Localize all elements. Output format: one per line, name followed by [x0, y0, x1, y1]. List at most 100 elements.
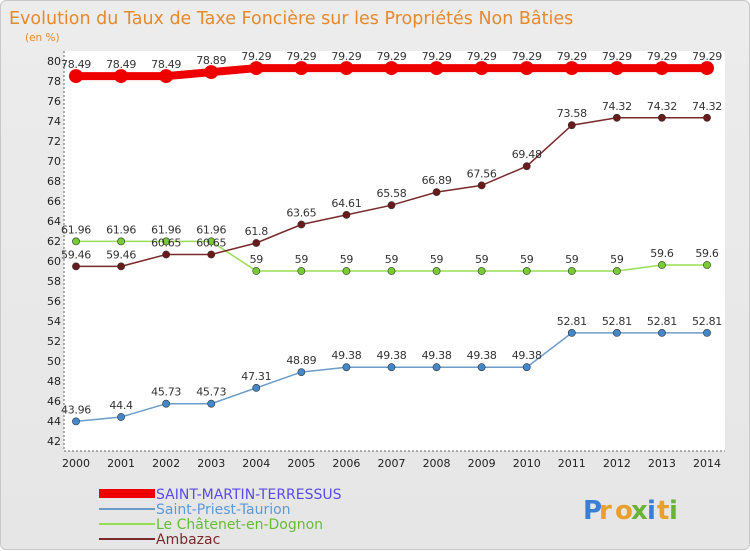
- data-label: 79.29: [241, 50, 271, 63]
- data-point: [703, 113, 711, 122]
- y-tick-label: 80: [47, 55, 61, 68]
- y-tick-label: 78: [47, 75, 61, 88]
- data-point: [69, 69, 83, 84]
- data-label: 61.96: [151, 223, 181, 236]
- data-label: 78.49: [106, 58, 136, 71]
- data-point: [207, 237, 216, 246]
- data-label: 79.29: [377, 50, 407, 63]
- data-point: [162, 399, 171, 408]
- data-label: 45.73: [196, 386, 226, 399]
- data-point: [519, 61, 534, 76]
- data-label: 59: [520, 253, 534, 266]
- y-tick-label: 58: [47, 275, 61, 288]
- data-label: 79.29: [467, 50, 497, 63]
- data-label: 47.31: [241, 370, 271, 383]
- y-tick-label: 50: [47, 355, 61, 368]
- legend: SAINT-MARTIN-TERRESSUSSaint-Priest-Tauri…: [99, 487, 342, 548]
- x-tick-label: 2009: [468, 457, 496, 470]
- x-tick-label: 2000: [62, 457, 90, 470]
- data-label: 79.29: [602, 50, 632, 63]
- chart-ylabel: (en %): [25, 32, 60, 44]
- data-point: [342, 210, 351, 219]
- data-point: [249, 61, 264, 76]
- data-label: 59: [475, 253, 489, 266]
- legend-label: Saint-Priest-Taurion: [156, 502, 291, 518]
- data-label: 66.89: [422, 174, 452, 187]
- legend-label: Ambazac: [156, 532, 220, 548]
- data-point: [658, 261, 666, 269]
- data-label: 52.81: [692, 315, 722, 328]
- data-point: [700, 61, 714, 76]
- data-point: [432, 363, 441, 372]
- brand-letter: o: [615, 496, 633, 526]
- series-layer: [69, 61, 714, 426]
- data-point: [159, 69, 174, 84]
- data-label: 74.32: [692, 100, 722, 113]
- x-tick-label: 2008: [423, 457, 451, 470]
- y-tick-label: 60: [47, 255, 61, 268]
- chart-title: Evolution du Taux de Taxe Foncière sur l…: [9, 9, 573, 29]
- data-label: 79.29: [692, 50, 722, 63]
- data-labels: 43.96 44.4 45.73 45.73 47.31 48.89 49.38 49.38 4…: [61, 50, 723, 416]
- data-label: 74.32: [602, 100, 632, 113]
- data-point: [252, 267, 261, 275]
- data-point: [387, 201, 396, 210]
- data-point: [522, 267, 531, 275]
- data-label: 59: [565, 253, 579, 266]
- data-label: 60.65: [196, 237, 226, 250]
- data-point: [429, 61, 444, 76]
- data-label: 48.89: [286, 354, 316, 367]
- y-tick-label: 74: [47, 115, 61, 128]
- data-label: 59: [610, 253, 624, 266]
- data-label: 59: [430, 253, 444, 266]
- y-tick-label: 56: [47, 295, 61, 308]
- series-4: [72, 113, 711, 271]
- x-tick-label: 2011: [558, 457, 586, 470]
- data-point: [477, 363, 486, 372]
- y-tick-label: 52: [47, 335, 61, 348]
- x-tick-label: 2004: [242, 457, 270, 470]
- y-tick-label: 44: [47, 415, 61, 428]
- data-label: 74.32: [647, 100, 677, 113]
- data-label: 49.38: [331, 349, 361, 362]
- data-label: 59: [250, 253, 264, 266]
- data-label: 79.29: [422, 50, 452, 63]
- data-point: [567, 121, 576, 130]
- data-point: [522, 162, 531, 171]
- data-label: 52.81: [602, 315, 632, 328]
- data-label: 61.96: [61, 223, 91, 236]
- y-tick-label: 72: [47, 135, 61, 148]
- data-label: 59: [385, 253, 399, 266]
- data-label: 59.6: [650, 247, 674, 260]
- data-label: 61.8: [245, 225, 269, 238]
- data-point: [567, 267, 576, 275]
- data-point: [117, 262, 125, 271]
- data-label: 52.81: [647, 315, 677, 328]
- x-tick-label: 2014: [693, 457, 721, 470]
- data-label: 49.38: [377, 349, 407, 362]
- data-point: [658, 328, 666, 337]
- data-point: [609, 61, 624, 76]
- brand-letter: i: [647, 496, 656, 526]
- y-tick-label: 68: [47, 175, 61, 188]
- data-point: [387, 363, 396, 372]
- data-point: [567, 328, 576, 337]
- data-point: [72, 237, 80, 246]
- y-tick-label: 66: [47, 195, 61, 208]
- data-point: [703, 261, 711, 269]
- data-point: [297, 267, 306, 275]
- y-tick-label: 54: [47, 315, 61, 328]
- data-point: [522, 363, 531, 372]
- data-label: 59: [340, 253, 354, 266]
- data-point: [564, 61, 579, 76]
- data-label: 59.46: [61, 248, 91, 261]
- data-label: 49.38: [512, 349, 542, 362]
- data-label: 61.96: [196, 223, 226, 236]
- data-label: 59.6: [695, 247, 719, 260]
- data-label: 44.4: [109, 399, 133, 412]
- data-point: [612, 113, 621, 122]
- data-point: [162, 237, 171, 246]
- series-1: [69, 61, 714, 84]
- data-label: 79.29: [512, 50, 542, 63]
